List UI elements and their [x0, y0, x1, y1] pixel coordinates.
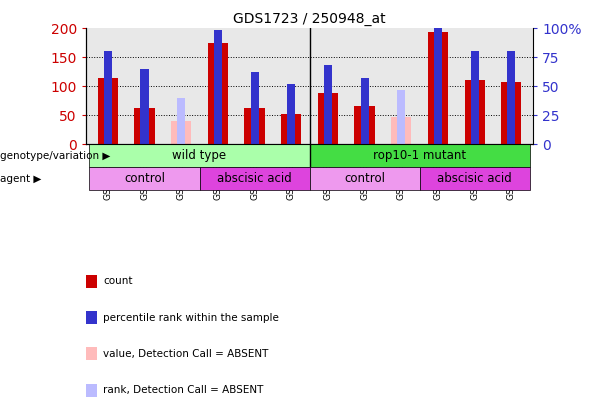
Text: genotype/variation ▶: genotype/variation ▶ [0, 151, 110, 161]
Bar [199, 167, 310, 190]
Bar [310, 144, 530, 167]
Bar [97, 77, 118, 144]
Text: count: count [103, 276, 132, 286]
Bar [104, 51, 112, 144]
Text: wild type: wild type [172, 149, 227, 162]
Bar [89, 167, 199, 190]
Bar [245, 108, 265, 144]
Bar [434, 27, 442, 144]
Text: rank, Detection Call = ABSENT: rank, Detection Call = ABSENT [103, 386, 264, 395]
Bar [324, 65, 332, 144]
Text: rop10-1 mutant: rop10-1 mutant [373, 149, 466, 162]
Bar [140, 69, 148, 144]
Bar [134, 108, 154, 144]
Bar [281, 114, 302, 144]
Text: control: control [344, 172, 385, 185]
Text: abscisic acid: abscisic acid [217, 172, 292, 185]
Text: control: control [124, 172, 165, 185]
Bar [287, 84, 295, 144]
Bar [171, 121, 191, 144]
Text: agent ▶: agent ▶ [0, 174, 41, 184]
Bar [318, 93, 338, 144]
Bar [310, 167, 420, 190]
Bar [508, 51, 516, 144]
Bar [465, 80, 485, 144]
Bar [397, 90, 405, 144]
Title: GDS1723 / 250948_at: GDS1723 / 250948_at [234, 12, 386, 26]
Bar [420, 167, 530, 190]
Bar [177, 98, 185, 144]
Text: abscisic acid: abscisic acid [437, 172, 512, 185]
Bar [360, 78, 368, 144]
Bar [501, 82, 522, 144]
Text: percentile rank within the sample: percentile rank within the sample [103, 313, 279, 322]
Bar [471, 51, 479, 144]
Bar [208, 43, 228, 144]
Bar [251, 72, 259, 144]
Bar [391, 117, 411, 144]
Bar [354, 107, 375, 144]
Bar [428, 32, 448, 144]
Bar [214, 30, 222, 144]
Bar [89, 144, 310, 167]
Text: value, Detection Call = ABSENT: value, Detection Call = ABSENT [103, 349, 268, 359]
